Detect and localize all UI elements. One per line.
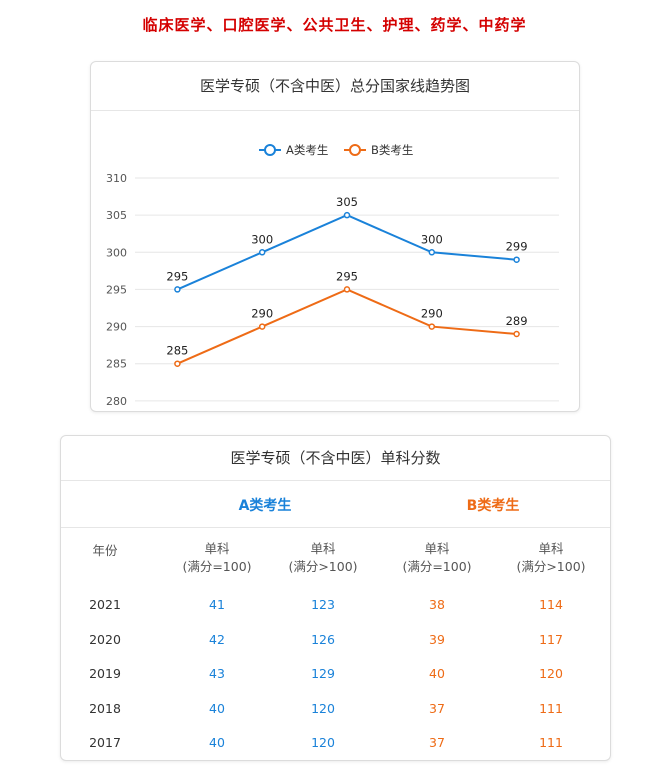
header-a-100-line1: 单科: [204, 541, 230, 556]
data-point-1-2: [343, 286, 351, 293]
data-label-0-3: 300: [421, 232, 443, 246]
table-cell-a100: 40: [209, 735, 225, 750]
page-title: 临床医学、口腔医学、公共卫生、护理、药学、中药学: [142, 16, 527, 34]
data-label-0-1: 300: [251, 232, 273, 246]
table-cell-b_gt100: 111: [539, 735, 563, 750]
data-point-0-1: [258, 249, 266, 256]
header-b-gt100: 单科 (满分>100): [501, 540, 601, 576]
y-tick-label-305: 305: [106, 209, 127, 222]
header-b-100-line1: 单科: [424, 541, 450, 556]
table-cell-b_gt100: 117: [539, 631, 563, 647]
header-a-100: 单科 (满分=100): [167, 540, 267, 576]
table-cell-b_gt100: 120: [539, 666, 563, 681]
header-a-gt100-line1: 单科: [310, 541, 336, 556]
data-point-1-4: [513, 330, 520, 338]
group-header-row: A类考生 B类考生: [61, 481, 610, 528]
data-label-1-3: 290: [421, 307, 443, 321]
table-title: 医学专硕（不含中医）单科分数: [61, 436, 610, 481]
table-cell-b100: 37: [429, 700, 445, 716]
legend-label-1: B类考生: [371, 143, 413, 157]
data-point-1-1: [258, 323, 266, 330]
data-label-0-4: 299: [506, 240, 528, 254]
table-cell-a_gt100: 129: [311, 666, 335, 681]
legend-marker-1: [349, 144, 361, 156]
data-point-1-3: [428, 323, 436, 330]
table-cell-year: 2020: [89, 631, 121, 647]
header-b-100-line2: (满分=100): [402, 559, 472, 574]
legend-marker-0: [264, 144, 276, 156]
table-cell-b100: 38: [429, 597, 445, 612]
table-cell-a100: 42: [209, 631, 225, 647]
data-point-0-0: [174, 286, 181, 293]
table-cell-a100: 40: [209, 700, 225, 716]
table-cell-year: 2018: [89, 700, 121, 716]
data-label-1-1: 290: [251, 307, 273, 321]
chart-title: 医学专硕（不含中医）总分国家线趋势图: [91, 62, 579, 111]
data-label-0-2: 305: [336, 195, 358, 209]
data-label-1-0: 285: [166, 344, 188, 358]
table-cell-a100: 41: [209, 597, 225, 612]
y-tick-label-280: 280: [106, 395, 127, 408]
header-a-gt100: 单科 (满分>100): [273, 540, 373, 576]
table-cell-b100: 37: [429, 735, 445, 750]
header-b-100: 单科 (满分=100): [387, 540, 487, 576]
chart-card: 医学专硕（不含中医）总分国家线趋势图 275280285290295300305…: [90, 61, 580, 412]
table-cell-b_gt100: 111: [539, 700, 563, 716]
header-year: 年份: [92, 543, 118, 558]
y-tick-label-300: 300: [106, 246, 127, 259]
data-label-1-2: 295: [336, 269, 358, 283]
table-cell-b100: 39: [429, 631, 445, 647]
data-point-0-4: [513, 256, 520, 263]
score-table-card: 医学专硕（不含中医）单科分数 A类考生 B类考生 年份 单科 (满分=100) …: [60, 435, 611, 761]
table-cell-year: 2021: [89, 597, 121, 612]
table-cell-a_gt100: 123: [311, 597, 335, 612]
data-label-0-0: 295: [166, 269, 188, 283]
header-a-100-line2: (满分=100): [182, 559, 252, 574]
line-chart: 2752802852902953003053102017201820192020…: [106, 143, 559, 408]
table-cell-b100: 40: [429, 666, 445, 681]
data-point-0-2: [343, 211, 351, 219]
y-tick-label-285: 285: [106, 358, 127, 371]
data-point-0-3: [428, 249, 436, 256]
table-cell-a_gt100: 120: [311, 700, 335, 716]
table-cell-b_gt100: 114: [539, 597, 563, 612]
group-b-label: B类考生: [466, 498, 520, 514]
y-tick-label-290: 290: [106, 321, 127, 334]
table-cell-year: 2019: [89, 666, 121, 681]
data-point-1-0: [174, 360, 181, 367]
header-b-gt100-line1: 单科: [538, 541, 564, 556]
y-tick-label-310: 310: [106, 172, 127, 185]
table-cell-a100: 43: [209, 666, 225, 681]
header-a-gt100-line2: (满分>100): [288, 559, 358, 574]
y-tick-label-295: 295: [106, 283, 127, 296]
header-b-gt100-line2: (满分>100): [516, 559, 586, 574]
table-cell-a_gt100: 126: [311, 631, 335, 647]
data-label-1-4: 289: [506, 314, 528, 328]
legend-label-0: A类考生: [286, 143, 328, 157]
table-cell-year: 2017: [89, 735, 121, 750]
group-a-label: A类考生: [238, 498, 292, 514]
table-cell-a_gt100: 120: [311, 735, 335, 750]
